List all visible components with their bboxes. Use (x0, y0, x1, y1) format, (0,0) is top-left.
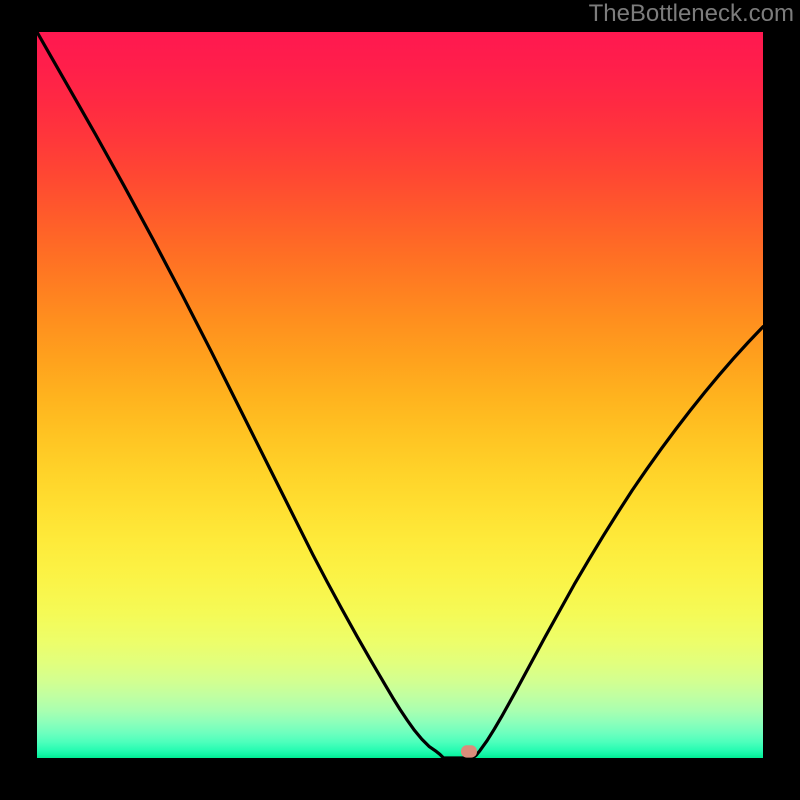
current-config-marker (461, 745, 477, 757)
watermark-label: TheBottleneck.com (589, 0, 794, 28)
gradient-background (37, 32, 763, 758)
bottleneck-curve-chart (0, 0, 800, 800)
chart-container: TheBottleneck.com (0, 0, 800, 800)
